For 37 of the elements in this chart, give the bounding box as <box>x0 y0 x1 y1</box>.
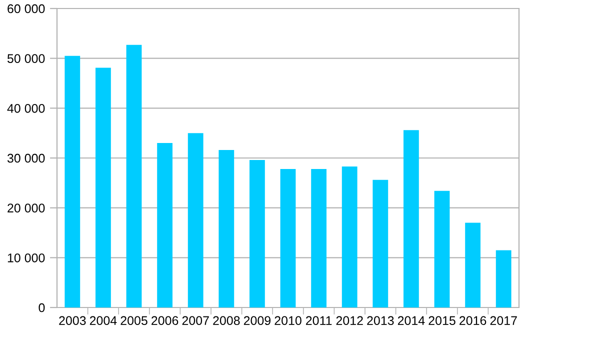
y-tick-label: 50 000 <box>7 54 45 63</box>
bar <box>342 166 358 308</box>
x-tick-label: 2006 <box>152 316 178 326</box>
bar <box>434 190 450 308</box>
x-tick-label: 2005 <box>120 316 148 326</box>
x-tick-label: 2016 <box>460 316 486 326</box>
y-tick-label: 20 000 <box>8 204 45 212</box>
bar <box>280 168 296 308</box>
x-tick-label: 2003 <box>59 316 86 326</box>
y-tick-label: 10 000 <box>8 253 45 262</box>
y-tick-label: 30 000 <box>7 154 45 163</box>
x-tick-label: 2015 <box>428 316 456 326</box>
bar <box>126 44 142 308</box>
x-tick-label: 2004 <box>90 316 117 326</box>
x-tick-label: 2011 <box>306 316 332 326</box>
y-tick-label: 60 000 <box>8 4 45 14</box>
bar <box>250 160 265 308</box>
x-tick-label: 2013 <box>367 316 394 326</box>
x-tick-label: 2012 <box>336 316 363 326</box>
x-tick-label: 2017 <box>490 316 517 326</box>
bar <box>188 133 204 308</box>
bar <box>218 150 234 308</box>
bar <box>311 168 326 308</box>
bar <box>465 222 480 308</box>
x-tick-label: 2007 <box>182 316 209 326</box>
bar <box>496 250 512 308</box>
y-tick-label: 40 000 <box>7 104 45 113</box>
x-tick-label: 2010 <box>274 316 302 326</box>
y-tick-label: 0 <box>38 303 45 312</box>
x-tick-label: 2008 <box>213 316 240 326</box>
x-tick-label: 2009 <box>244 316 271 326</box>
bar <box>404 130 419 308</box>
bar <box>157 143 172 308</box>
bar <box>96 68 111 308</box>
x-tick-label: 2014 <box>398 316 425 326</box>
bar <box>372 180 388 308</box>
bar <box>64 56 80 308</box>
